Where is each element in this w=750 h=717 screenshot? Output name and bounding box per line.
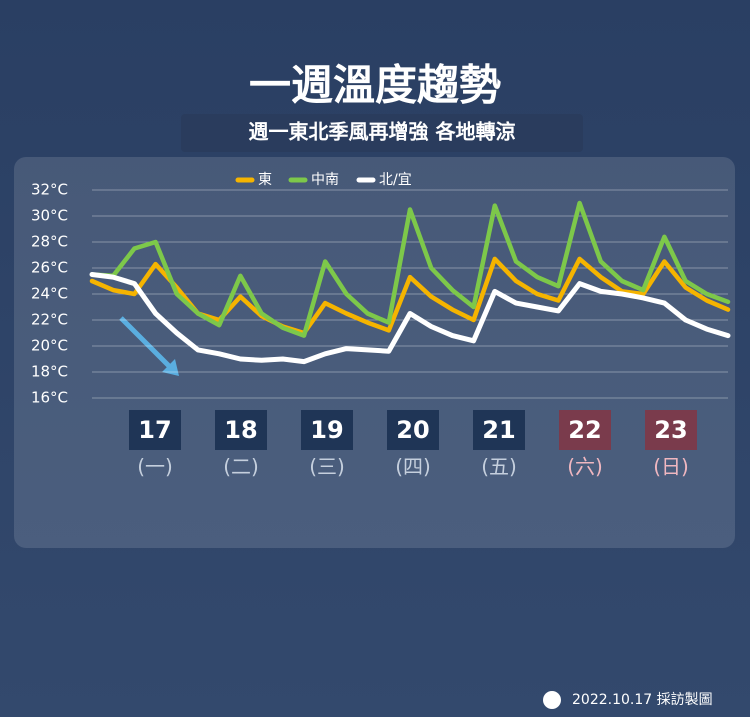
y-tick-label: 18°C: [31, 363, 68, 381]
day-box: [301, 410, 353, 450]
day-date: 23: [654, 416, 687, 444]
trend-arrow: [119, 316, 174, 371]
day-box: [215, 410, 267, 450]
day-date: 21: [482, 416, 515, 444]
y-tick-label: 32°C: [31, 181, 68, 199]
chart-title: 一週溫度趨勢: [249, 61, 501, 110]
series-line: [89, 272, 731, 365]
day-weekday: (日): [653, 455, 689, 479]
subtitle-box: [181, 114, 583, 152]
logo: [543, 691, 561, 709]
day-weekday: (五): [481, 455, 517, 479]
day-weekday: (二): [223, 455, 259, 479]
series-line: [89, 200, 731, 338]
y-tick-label: 20°C: [31, 337, 68, 355]
day-weekday: (四): [395, 455, 431, 479]
y-tick-label: 26°C: [31, 259, 68, 277]
day-date: 22: [568, 416, 601, 444]
legend-label: 中南: [311, 172, 339, 188]
day-date: 20: [396, 416, 429, 444]
y-tick-label: 28°C: [31, 233, 68, 251]
y-tick-label: 16°C: [31, 389, 68, 407]
footer: 2022.10.17 採訪製圖: [572, 692, 713, 708]
day-date: 17: [138, 416, 171, 444]
legend-label: 東: [258, 172, 272, 188]
day-weekday: (一): [137, 455, 173, 479]
subtitle: 週一東北季風再增強 各地轉涼: [249, 120, 516, 144]
legend-label: 北/宜: [379, 172, 412, 188]
day-box: [129, 410, 181, 450]
y-tick-label: 30°C: [31, 207, 68, 225]
day-box: [559, 410, 611, 450]
y-tick-label: 22°C: [31, 311, 68, 329]
day-box: [473, 410, 525, 450]
day-date: 19: [310, 416, 343, 444]
y-tick-label: 24°C: [31, 285, 68, 303]
day-date: 18: [224, 416, 257, 444]
day-weekday: (六): [567, 455, 603, 479]
day-box: [645, 410, 697, 450]
trend-arrow-head: [162, 359, 179, 376]
day-box: [387, 410, 439, 450]
day-weekday: (三): [309, 455, 345, 479]
